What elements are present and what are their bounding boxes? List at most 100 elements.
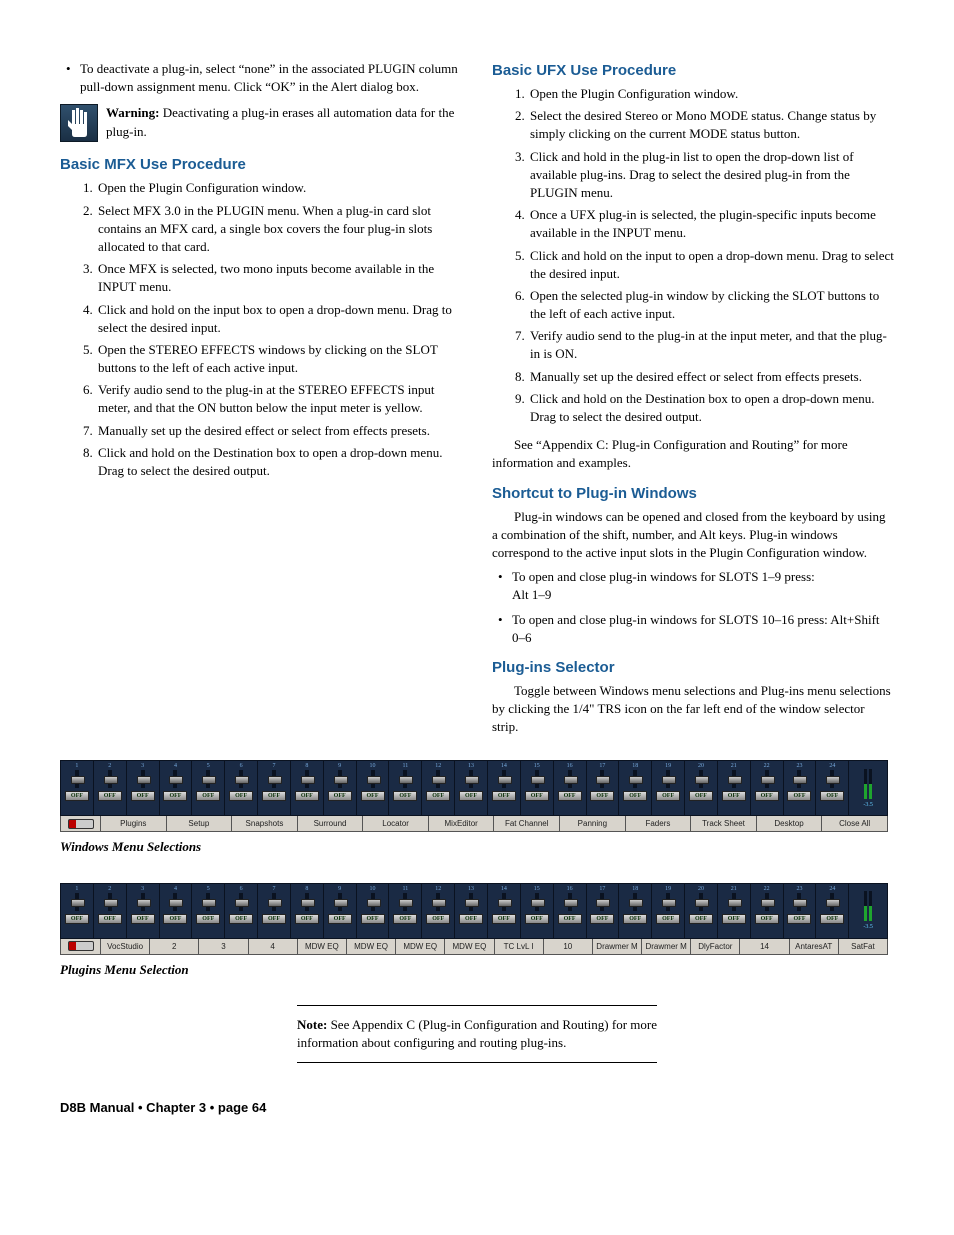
fader[interactable] (272, 770, 276, 788)
channel[interactable]: 10OFF (357, 761, 390, 815)
off-button[interactable]: OFF (656, 914, 680, 924)
fader[interactable] (797, 770, 801, 788)
off-button[interactable]: OFF (393, 791, 417, 801)
fader[interactable] (141, 770, 145, 788)
off-button[interactable]: OFF (163, 914, 187, 924)
fader[interactable] (568, 893, 572, 911)
channel[interactable]: 12OFF (422, 884, 455, 938)
fader[interactable] (502, 770, 506, 788)
off-button[interactable]: OFF (492, 791, 516, 801)
off-button[interactable]: OFF (656, 791, 680, 801)
off-button[interactable]: OFF (229, 791, 253, 801)
fader[interactable] (797, 893, 801, 911)
fader[interactable] (239, 770, 243, 788)
off-button[interactable]: OFF (590, 914, 614, 924)
channel[interactable]: 20OFF (685, 884, 718, 938)
fader[interactable] (436, 770, 440, 788)
menu-item[interactable]: 4 (249, 939, 298, 954)
fader[interactable] (206, 893, 210, 911)
off-button[interactable]: OFF (689, 791, 713, 801)
menu-item[interactable]: MDW EQ (445, 939, 494, 954)
off-button[interactable]: OFF (689, 914, 713, 924)
menu-item[interactable]: SatFat (839, 939, 887, 954)
trs-jack-icon[interactable] (61, 816, 101, 831)
off-button[interactable]: OFF (196, 791, 220, 801)
channel[interactable]: 6OFF (225, 761, 258, 815)
fader[interactable] (338, 770, 342, 788)
fader[interactable] (173, 770, 177, 788)
off-button[interactable]: OFF (590, 791, 614, 801)
menu-item[interactable]: MDW EQ (298, 939, 347, 954)
off-button[interactable]: OFF (361, 914, 385, 924)
fader[interactable] (535, 893, 539, 911)
channel[interactable]: 12OFF (422, 761, 455, 815)
fader[interactable] (568, 770, 572, 788)
menu-item[interactable]: 14 (740, 939, 789, 954)
menu-item[interactable]: Drawmer M (642, 939, 691, 954)
channel[interactable]: 4OFF (160, 761, 193, 815)
channel[interactable]: 23OFF (784, 761, 817, 815)
fader[interactable] (600, 770, 604, 788)
channel[interactable]: 21OFF (718, 884, 751, 938)
fader[interactable] (206, 770, 210, 788)
menu-item[interactable]: Faders (626, 816, 692, 831)
fader[interactable] (403, 770, 407, 788)
menu-item[interactable]: Drawmer M (593, 939, 642, 954)
menu-item[interactable]: Track Sheet (691, 816, 757, 831)
off-button[interactable]: OFF (787, 914, 811, 924)
fader[interactable] (732, 893, 736, 911)
off-button[interactable]: OFF (755, 791, 779, 801)
channel[interactable]: 9OFF (324, 761, 357, 815)
menu-item[interactable]: 2 (150, 939, 199, 954)
off-button[interactable]: OFF (820, 791, 844, 801)
fader[interactable] (108, 893, 112, 911)
fader[interactable] (173, 893, 177, 911)
fader[interactable] (371, 770, 375, 788)
off-button[interactable]: OFF (623, 791, 647, 801)
menu-item[interactable]: MDW EQ (396, 939, 445, 954)
off-button[interactable]: OFF (262, 791, 286, 801)
fader[interactable] (502, 893, 506, 911)
fader[interactable] (732, 770, 736, 788)
channel[interactable]: 3OFF (127, 884, 160, 938)
channel[interactable]: 10OFF (357, 884, 390, 938)
fader[interactable] (75, 770, 79, 788)
menu-item[interactable]: Surround (298, 816, 364, 831)
menu-item[interactable]: Snapshots (232, 816, 298, 831)
off-button[interactable]: OFF (393, 914, 417, 924)
off-button[interactable]: OFF (623, 914, 647, 924)
menu-item[interactable]: TC LvL I (495, 939, 544, 954)
off-button[interactable]: OFF (98, 791, 122, 801)
off-button[interactable]: OFF (196, 914, 220, 924)
fader[interactable] (338, 893, 342, 911)
fader[interactable] (699, 893, 703, 911)
off-button[interactable]: OFF (328, 914, 352, 924)
off-button[interactable]: OFF (558, 791, 582, 801)
channel[interactable]: 17OFF (587, 884, 620, 938)
off-button[interactable]: OFF (492, 914, 516, 924)
channel[interactable]: 24OFF (816, 761, 849, 815)
channel[interactable]: 15OFF (521, 884, 554, 938)
trs-jack-icon[interactable] (61, 939, 101, 954)
fader[interactable] (600, 893, 604, 911)
menu-item[interactable]: Close All (822, 816, 887, 831)
off-button[interactable]: OFF (558, 914, 582, 924)
off-button[interactable]: OFF (131, 791, 155, 801)
fader[interactable] (403, 893, 407, 911)
off-button[interactable]: OFF (328, 791, 352, 801)
channel[interactable]: 20OFF (685, 761, 718, 815)
channel[interactable]: 2OFF (94, 761, 127, 815)
menu-item[interactable]: 3 (199, 939, 248, 954)
fader[interactable] (305, 770, 309, 788)
fader[interactable] (272, 893, 276, 911)
channel[interactable]: 13OFF (455, 884, 488, 938)
channel[interactable]: 11OFF (389, 761, 422, 815)
channel[interactable]: 14OFF (488, 761, 521, 815)
fader[interactable] (436, 893, 440, 911)
off-button[interactable]: OFF (65, 914, 89, 924)
channel[interactable]: 15OFF (521, 761, 554, 815)
fader[interactable] (830, 893, 834, 911)
fader[interactable] (141, 893, 145, 911)
off-button[interactable]: OFF (820, 914, 844, 924)
fader[interactable] (765, 893, 769, 911)
